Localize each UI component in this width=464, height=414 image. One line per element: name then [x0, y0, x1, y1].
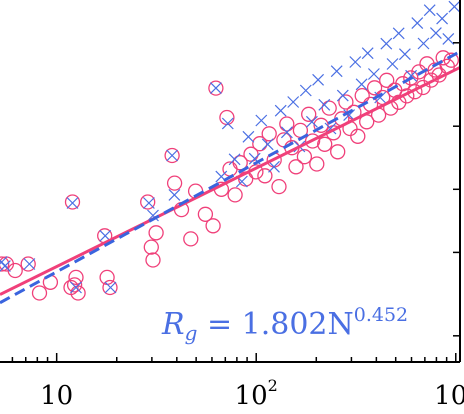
data-point-cross [268, 160, 280, 173]
data-point-cross [374, 91, 387, 104]
data-point-circle [7, 262, 23, 279]
data-point-circle [443, 52, 459, 68]
data-point-cross [436, 12, 449, 25]
data-point-circle [232, 155, 248, 171]
data-point-cross [242, 130, 255, 143]
fit-line-dashed [0, 50, 461, 305]
data-point-circle [288, 159, 304, 175]
data-point-cross [221, 117, 234, 130]
fit-line-solid [0, 66, 461, 296]
data-point-cross [312, 73, 325, 86]
data-point-circle [296, 149, 313, 165]
data-point-cross [398, 48, 411, 61]
data-point-cross [280, 126, 293, 139]
data-point-cross [411, 17, 424, 30]
data-point-circle [261, 126, 277, 142]
data-point-cross [23, 258, 36, 270]
data-point-circle [0, 256, 10, 272]
data-point-circle [31, 285, 48, 301]
data-point-circle [411, 64, 427, 80]
tick-labels: 10 102 103 [40, 376, 464, 411]
data-point-circle [68, 269, 84, 286]
x-tick-label: 10 [40, 381, 73, 411]
data-point-cross [305, 115, 318, 128]
data-point-circle [208, 80, 224, 96]
data-point-circle [145, 252, 161, 268]
data-point-cross [142, 197, 155, 209]
data-point-circle [183, 231, 199, 247]
data-point-circle [279, 116, 295, 132]
data-point-circle [66, 277, 83, 293]
data-point-cross [355, 78, 368, 91]
data-point-cross [104, 281, 117, 294]
x-tick-label: 102 [235, 376, 278, 411]
data-point-circle [243, 146, 259, 162]
data-point-cross [392, 27, 405, 40]
data-point-cross [209, 82, 222, 95]
data-point-cross [442, 32, 455, 45]
data-point-cross [330, 65, 343, 78]
data-point-circle [271, 178, 287, 195]
data-point-cross [299, 84, 312, 97]
tick-marks [11, 42, 460, 362]
data-point-cross [255, 114, 268, 127]
data-point-circle [301, 106, 317, 122]
axes [0, 0, 461, 363]
data-point-cross [386, 58, 399, 70]
data-point-circle [366, 80, 383, 96]
data-point-circle [197, 206, 214, 222]
data-point-cross [361, 47, 374, 60]
data-point-circle [164, 147, 180, 164]
data-point-circle [166, 175, 183, 191]
x-tick-label: 103 [434, 376, 464, 411]
data-point-cross [429, 27, 442, 40]
data-point-circle [350, 128, 366, 144]
fit-annotation: Rg = 1.802N0.452 [161, 304, 408, 345]
data-point-cross [166, 149, 179, 162]
data-point-cross [417, 37, 430, 50]
data-point-cross [0, 260, 11, 273]
data-point-circle [64, 194, 81, 210]
data-point-cross [287, 96, 300, 108]
data-point-circle [321, 100, 337, 116]
annotation-prefix: R [161, 307, 185, 342]
data-point-circle [102, 279, 118, 296]
data-point-cross [367, 68, 380, 80]
data-point-circle [354, 87, 370, 104]
data-point-cross [318, 98, 331, 111]
data-point-circle [20, 256, 36, 272]
data-point-cross [380, 37, 393, 50]
data-point-circle [309, 156, 325, 172]
data-point-circle [403, 70, 419, 86]
data-point-circle [317, 136, 333, 152]
data-point-cross [70, 281, 82, 294]
data-points [0, 0, 461, 301]
data-point-circle [143, 239, 159, 255]
data-point-circle [140, 194, 156, 210]
data-point-cross [336, 89, 349, 102]
data-point-cross [448, 0, 461, 13]
data-point-circle [205, 218, 221, 234]
data-point-circle [257, 168, 273, 184]
annotation-main: = 1.802N [197, 307, 353, 342]
data-point-cross [168, 188, 181, 201]
data-point-circle [338, 94, 354, 110]
annotation-subscript: g [185, 321, 198, 345]
data-point-cross [349, 56, 362, 68]
data-point-circle [330, 144, 346, 160]
data-point-cross [274, 104, 287, 117]
data-point-circle [148, 225, 164, 241]
data-point-cross [261, 138, 274, 151]
data-point-cross [66, 197, 79, 209]
data-point-circle [227, 187, 243, 203]
data-point-cross [423, 4, 436, 17]
fit-lines [0, 50, 461, 305]
annotation-exponent: 0.452 [354, 304, 408, 326]
data-point-circle [379, 72, 395, 88]
data-point-circle [304, 133, 321, 149]
data-point-circle [423, 72, 439, 88]
data-point-cross [228, 153, 241, 166]
